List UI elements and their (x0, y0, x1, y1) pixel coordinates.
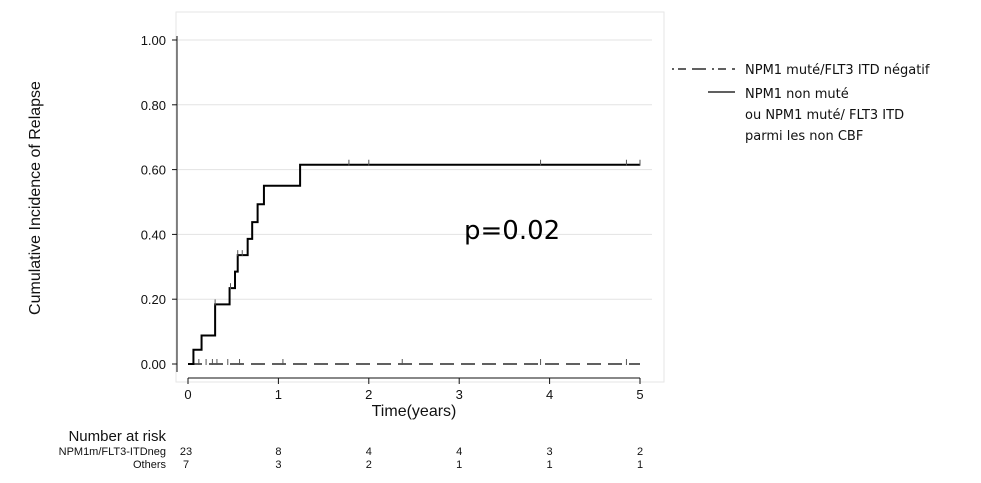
risk-row-label: Others (133, 459, 167, 471)
risk-count: 7 (183, 459, 189, 471)
y-tick-label: 0.80 (141, 98, 166, 113)
risk-table-header: Number at risk (68, 428, 166, 445)
y-axis-label: Cumulative Incidence of Relapse (27, 81, 44, 315)
x-tick-label: 5 (636, 387, 643, 402)
y-tick-label: 0.40 (141, 227, 166, 242)
x-tick-label: 2 (365, 387, 372, 402)
y-tick-label: 0.60 (141, 163, 166, 178)
risk-count: 8 (275, 446, 281, 458)
risk-count: 23 (180, 446, 192, 458)
x-ticks: 0 1 2 3 4 5 (184, 378, 644, 402)
gridlines (178, 39, 652, 300)
legend: NPM1 muté/FLT3 ITD négatif NPM1 non muté o… (672, 63, 930, 144)
risk-count: 3 (275, 459, 281, 471)
y-ticks: 0.00 0.20 0.40 0.60 0.80 1.00 (141, 33, 177, 372)
y-tick-label: 1.00 (141, 33, 166, 48)
risk-count: 1 (637, 459, 643, 471)
risk-count: 2 (366, 459, 372, 471)
x-tick-label: 1 (275, 387, 282, 402)
plot-frame (175, 11, 665, 383)
y-tick-label: 0.00 (141, 357, 166, 372)
y-tick-label: 0.20 (141, 292, 166, 307)
series-line-others (188, 163, 640, 365)
risk-count: 1 (456, 459, 462, 471)
risk-count: 1 (547, 459, 553, 471)
x-tick-label: 0 (184, 387, 191, 402)
legend-label-others-line: ou NPM1 muté/ FLT3 ITD (745, 108, 904, 123)
risk-count: 4 (366, 446, 372, 458)
series-layer (188, 159, 641, 365)
x-tick-label: 4 (546, 387, 553, 402)
x-tick-label: 3 (456, 387, 463, 402)
legend-label-others-line: parmi les non CBF (745, 129, 863, 144)
risk-count: 2 (637, 446, 643, 458)
axes (176, 36, 640, 379)
risk-count: 3 (547, 446, 553, 458)
risk-row-label: NPM1m/FLT3-ITDneg (59, 446, 166, 458)
p-value-annotation: p=0.02 (464, 216, 560, 246)
legend-label-npm1-mute: NPM1 muté/FLT3 ITD négatif (745, 63, 930, 78)
x-axis-label: Time(years) (372, 403, 457, 420)
risk-count: 4 (456, 446, 462, 458)
legend-label-others-line: NPM1 non muté (745, 87, 849, 102)
